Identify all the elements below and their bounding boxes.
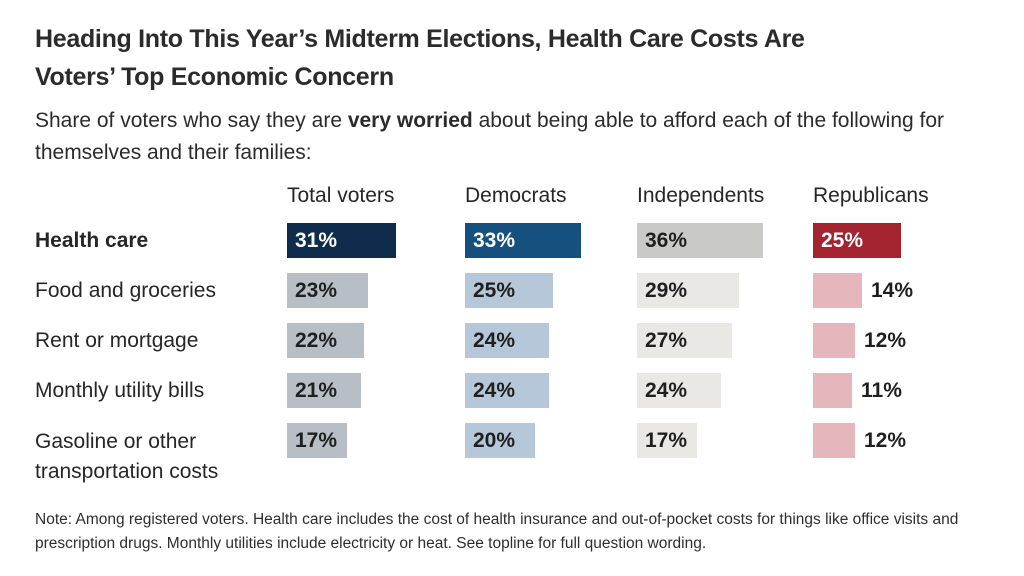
subtitle-suffix: about being able to afford each of the f… <box>35 109 945 164</box>
value-label-republicans-rent-or-mortgage: 12% <box>864 329 907 352</box>
value-label-total-voters-health-care: 31% <box>295 229 338 252</box>
value-label-independents-gasoline-or-other-transportation-costs: 17% <box>645 429 688 452</box>
column-header-democrats: Democrats <box>465 184 567 207</box>
row-label-monthly-utility-bills: Monthly utility bills <box>35 379 205 402</box>
value-label-democrats-food-and-groceries: 25% <box>473 279 516 302</box>
row-label-food-and-groceries: Food and groceries <box>35 279 216 302</box>
bar-republicans-gasoline-or-other-transportation-costs <box>813 423 855 458</box>
value-label-republicans-monthly-utility-bills: 11% <box>861 379 902 402</box>
bar-total-voters-food-and-groceries <box>287 273 368 308</box>
value-label-total-voters-gasoline-or-other-transportation-costs: 17% <box>295 429 338 452</box>
chart-title: Heading Into This Year’s Midterm Electio… <box>35 20 995 96</box>
chart-subtitle: Share of voters who say they are very wo… <box>35 105 953 169</box>
bar-republicans-monthly-utility-bills <box>813 373 852 408</box>
value-label-republicans-food-and-groceries: 14% <box>871 279 914 302</box>
subtitle-prefix: Share of voters who say they are <box>35 109 348 132</box>
bar-total-voters-rent-or-mortgage <box>287 323 364 358</box>
value-label-independents-health-care: 36% <box>645 229 688 252</box>
value-label-republicans-gasoline-or-other-transportation-costs: 12% <box>864 429 907 452</box>
bar-total-voters-gasoline-or-other-transportation-costs <box>287 423 347 458</box>
bar-democrats-monthly-utility-bills <box>465 373 549 408</box>
value-label-total-voters-rent-or-mortgage: 22% <box>295 329 338 352</box>
bar-independents-health-care <box>637 223 763 258</box>
value-label-democrats-monthly-utility-bills: 24% <box>473 379 516 402</box>
value-label-democrats-rent-or-mortgage: 24% <box>473 329 516 352</box>
bar-republicans-rent-or-mortgage <box>813 323 855 358</box>
value-label-democrats-health-care: 33% <box>473 229 516 252</box>
row-label-health-care: Health care <box>35 229 149 252</box>
bar-independents-rent-or-mortgage <box>637 323 732 358</box>
bar-independents-food-and-groceries <box>637 273 739 308</box>
value-label-democrats-gasoline-or-other-transportation-costs: 20% <box>473 429 516 452</box>
bar-democrats-food-and-groceries <box>465 273 553 308</box>
value-label-total-voters-monthly-utility-bills: 21% <box>295 379 338 402</box>
chart-title-line2: Voters’ Top Economic Concern <box>35 63 394 91</box>
bar-democrats-gasoline-or-other-transportation-costs <box>465 423 535 458</box>
column-header-independents: Independents <box>637 184 765 207</box>
value-label-total-voters-food-and-groceries: 23% <box>295 279 338 302</box>
bar-total-voters-health-care <box>287 223 396 258</box>
chart-footnote: Note: Among registered voters. Health ca… <box>35 511 959 552</box>
chart-title-line1: Heading Into This Year’s Midterm Electio… <box>35 25 805 53</box>
value-label-independents-monthly-utility-bills: 24% <box>645 379 688 402</box>
row-label-gasoline-or-other-transportation-costs: Gasoline or other transportation costs <box>35 430 219 483</box>
bar-democrats-health-care <box>465 223 581 258</box>
bar-democrats-rent-or-mortgage <box>465 323 549 358</box>
value-label-independents-food-and-groceries: 29% <box>645 279 688 302</box>
value-label-republicans-health-care: 25% <box>821 229 864 252</box>
column-header-republicans: Republicans <box>813 184 929 207</box>
bar-independents-gasoline-or-other-transportation-costs <box>637 423 697 458</box>
column-header-total-voters: Total voters <box>287 184 395 207</box>
subtitle-bold-phrase: very worried <box>347 109 473 132</box>
bar-republicans-food-and-groceries <box>813 273 862 308</box>
value-label-independents-rent-or-mortgage: 27% <box>645 329 688 352</box>
bar-republicans-health-care <box>813 223 901 258</box>
bar-independents-monthly-utility-bills <box>637 373 721 408</box>
row-label-rent-or-mortgage: Rent or mortgage <box>35 329 199 352</box>
bar-total-voters-monthly-utility-bills <box>287 373 361 408</box>
